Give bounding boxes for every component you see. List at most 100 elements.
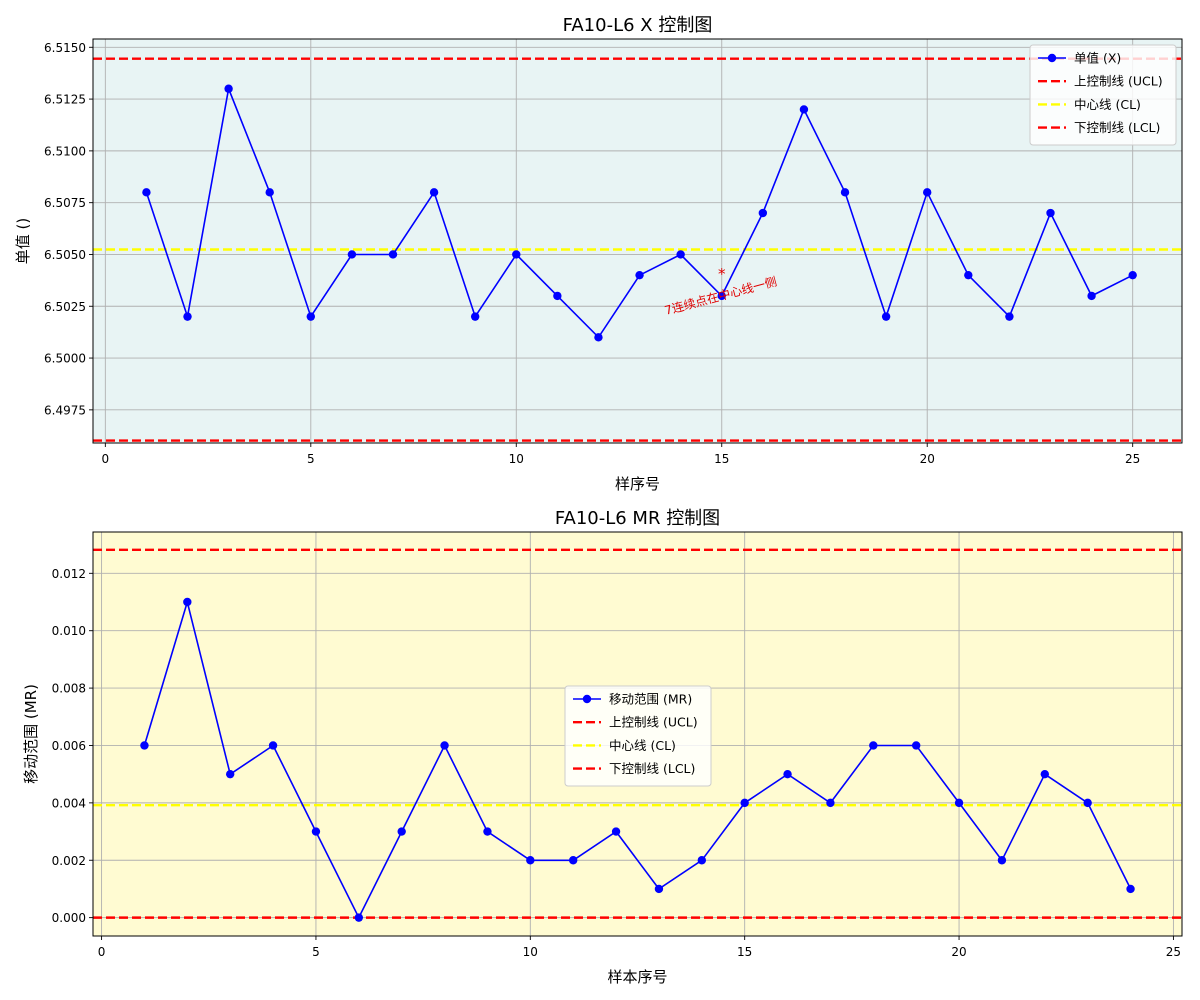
y-tick-label: 6.5100 [44,144,86,158]
y-axis-label: 单值 () [14,218,32,264]
data-point [311,827,321,836]
legend-item: 上控制线 (UCL) [573,715,698,730]
data-point [697,856,707,865]
legend-swatch-marker [582,694,592,704]
y-tick-label: 0.000 [52,911,86,925]
data-point [1005,312,1014,321]
legend-item: 下控制线 (LCL) [1038,120,1160,135]
x-tick-label: 10 [509,452,524,466]
legend-box [1029,44,1177,146]
data-point [440,741,449,750]
y-tick-label: 6.5000 [44,352,86,366]
data-point [568,856,578,865]
data-point [397,827,406,836]
plot-frame [92,38,1183,444]
legend-swatch-marker [1047,53,1057,63]
data-layer [93,548,1182,922]
legend-label: 中心线 (CL) [609,738,676,753]
data-point [1046,208,1055,218]
data-point [483,827,492,836]
chart-2: 0 5 10 15 20 25 0.000 0.002 0.004 0.006 0.008 0.010… [22,508,1183,986]
x-tick-label: 25 [1166,945,1181,959]
x-tick-label: 0 [98,945,106,959]
data-point [869,741,878,750]
data-point [964,270,973,280]
data-point [142,188,151,197]
y-tick-label: 6.5050 [44,248,86,262]
data-layer [93,57,1182,442]
y-tick-label: 0.012 [52,567,86,581]
y-tick-label: 6.5150 [44,41,86,55]
y-tick-label: 0.008 [52,682,86,696]
data-point [799,105,809,114]
x-tick-label: 5 [312,945,320,959]
x-axis-label: 样序号 [615,475,660,493]
x-tick-label: 15 [737,945,752,959]
data-point [881,312,891,321]
legend-label: 中心线 (CL) [1074,97,1141,112]
data-point [654,884,664,894]
y-tick-label: 0.010 [52,624,86,638]
x-tick-label: 10 [523,945,538,959]
data-point [717,291,726,301]
chart-title: FA10-L6 MR 控制图 [555,508,720,529]
data-point [265,188,274,197]
legend: 单值 (X) 上控制线 (UCL) 中心线 (CL) 下控制线 (LCL) [1029,44,1177,146]
data-point [611,827,621,836]
data-point [526,856,535,865]
violation-marker: * [718,265,726,283]
data-point [923,188,932,197]
legend-label: 下控制线 (LCL) [609,761,695,776]
data-point [1040,769,1050,779]
data-point [388,250,398,259]
data-point [183,597,192,607]
legend-label: 下控制线 (LCL) [1074,120,1160,135]
x-tick-label: 25 [1125,452,1140,466]
data-point [224,84,233,93]
data-point [1083,798,1092,808]
data-point [954,798,964,808]
data-point [140,741,149,750]
legend-item: 移动范围 (MR) [573,692,692,707]
chart-1: 0 5 10 15 20 25 6.4975 6.5000 6.5025 6.5050 6.5075… [14,15,1183,493]
legend-item: 中心线 (CL) [1038,97,1141,112]
data-point [512,250,521,259]
data-point [225,769,235,779]
data-point [826,798,835,808]
legend-item: 上控制线 (UCL) [1038,74,1163,89]
data-point [635,270,644,280]
plot-frame [92,531,1183,937]
y-tick-label: 6.5025 [44,300,86,314]
data-point [840,188,850,197]
y-tick-label: 0.002 [52,854,86,868]
data-point [347,250,357,259]
legend-label: 上控制线 (UCL) [1074,74,1163,89]
data-point [1126,884,1135,894]
legend: 移动范围 (MR) 上控制线 (UCL) 中心线 (CL) 下控制线 (LCL) [564,685,712,787]
data-point [997,856,1007,865]
data-point [594,333,603,342]
data-point [354,913,364,922]
y-axis-label: 移动范围 (MR) [22,684,40,784]
y-tick-label: 0.006 [52,739,86,753]
legend-item: 单值 (X) [1038,51,1121,66]
legend-box [564,685,712,787]
legend-label: 单值 (X) [1074,51,1121,66]
legend-label: 上控制线 (UCL) [609,715,698,730]
data-point [758,208,768,218]
data-point [268,741,278,750]
x-axis-label: 样本序号 [607,968,667,986]
legend-item: 下控制线 (LCL) [573,761,695,776]
data-point [783,769,792,779]
data-point [470,312,480,321]
y-tick-label: 6.5075 [44,196,86,210]
data-point [740,798,749,808]
legend-label: 移动范围 (MR) [609,692,692,707]
data-point [1087,291,1096,301]
x-tick-label: 15 [714,452,729,466]
x-tick-label: 20 [920,452,935,466]
x-tick-label: 0 [102,452,110,466]
chart-title: FA10-L6 X 控制图 [563,15,713,36]
data-point [306,312,315,321]
